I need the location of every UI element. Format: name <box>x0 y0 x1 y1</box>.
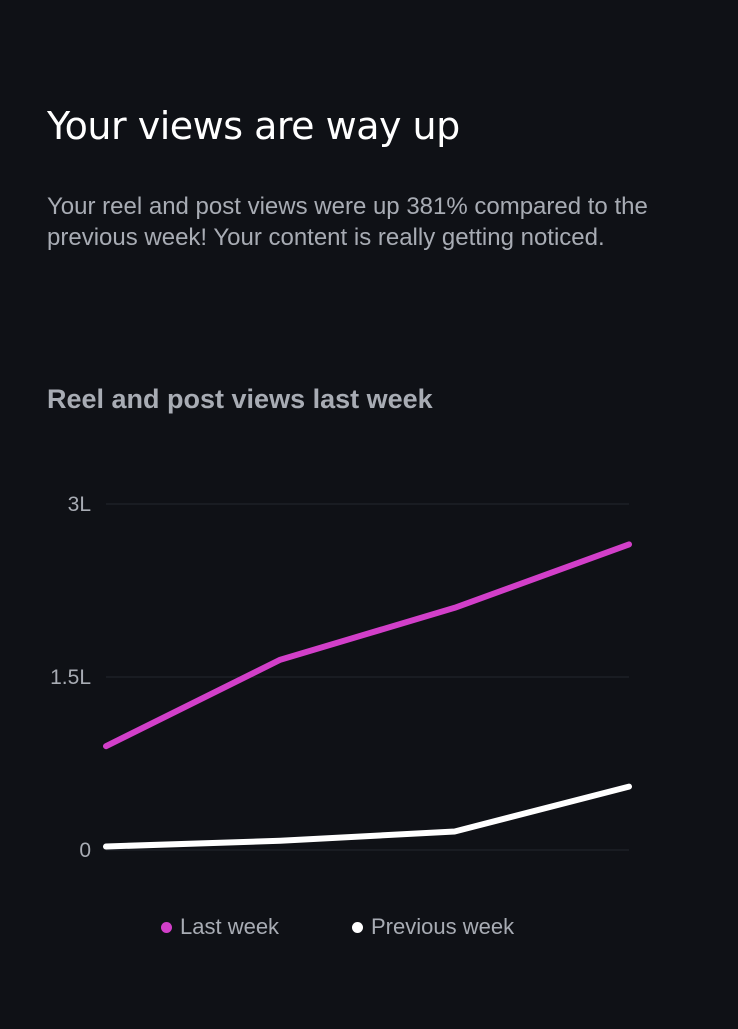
legend-dot-previous-week <box>352 921 363 933</box>
line-chart: 0 1.5L 3L <box>50 493 632 862</box>
series-line-previous-week <box>103 783 632 850</box>
legend-label-previous-week: Previous week <box>371 914 515 939</box>
headline: Your views are way up <box>47 104 460 148</box>
legend-item-previous-week: Previous week <box>352 914 514 940</box>
description: Your reel and post views were up 381% co… <box>47 193 648 251</box>
legend-dot-last-week <box>161 921 172 933</box>
series-line-last-week <box>103 541 632 750</box>
legend-label-last-week: Last week <box>180 914 280 939</box>
chart-title: Reel and post views last week <box>47 384 433 414</box>
y-tick-label: 0 <box>79 839 91 862</box>
y-tick-label: 3L <box>68 493 91 516</box>
chart-legend: Last week Previous week <box>0 914 738 946</box>
legend-item-last-week: Last week <box>161 914 279 940</box>
y-tick-label: 1.5L <box>50 666 91 689</box>
